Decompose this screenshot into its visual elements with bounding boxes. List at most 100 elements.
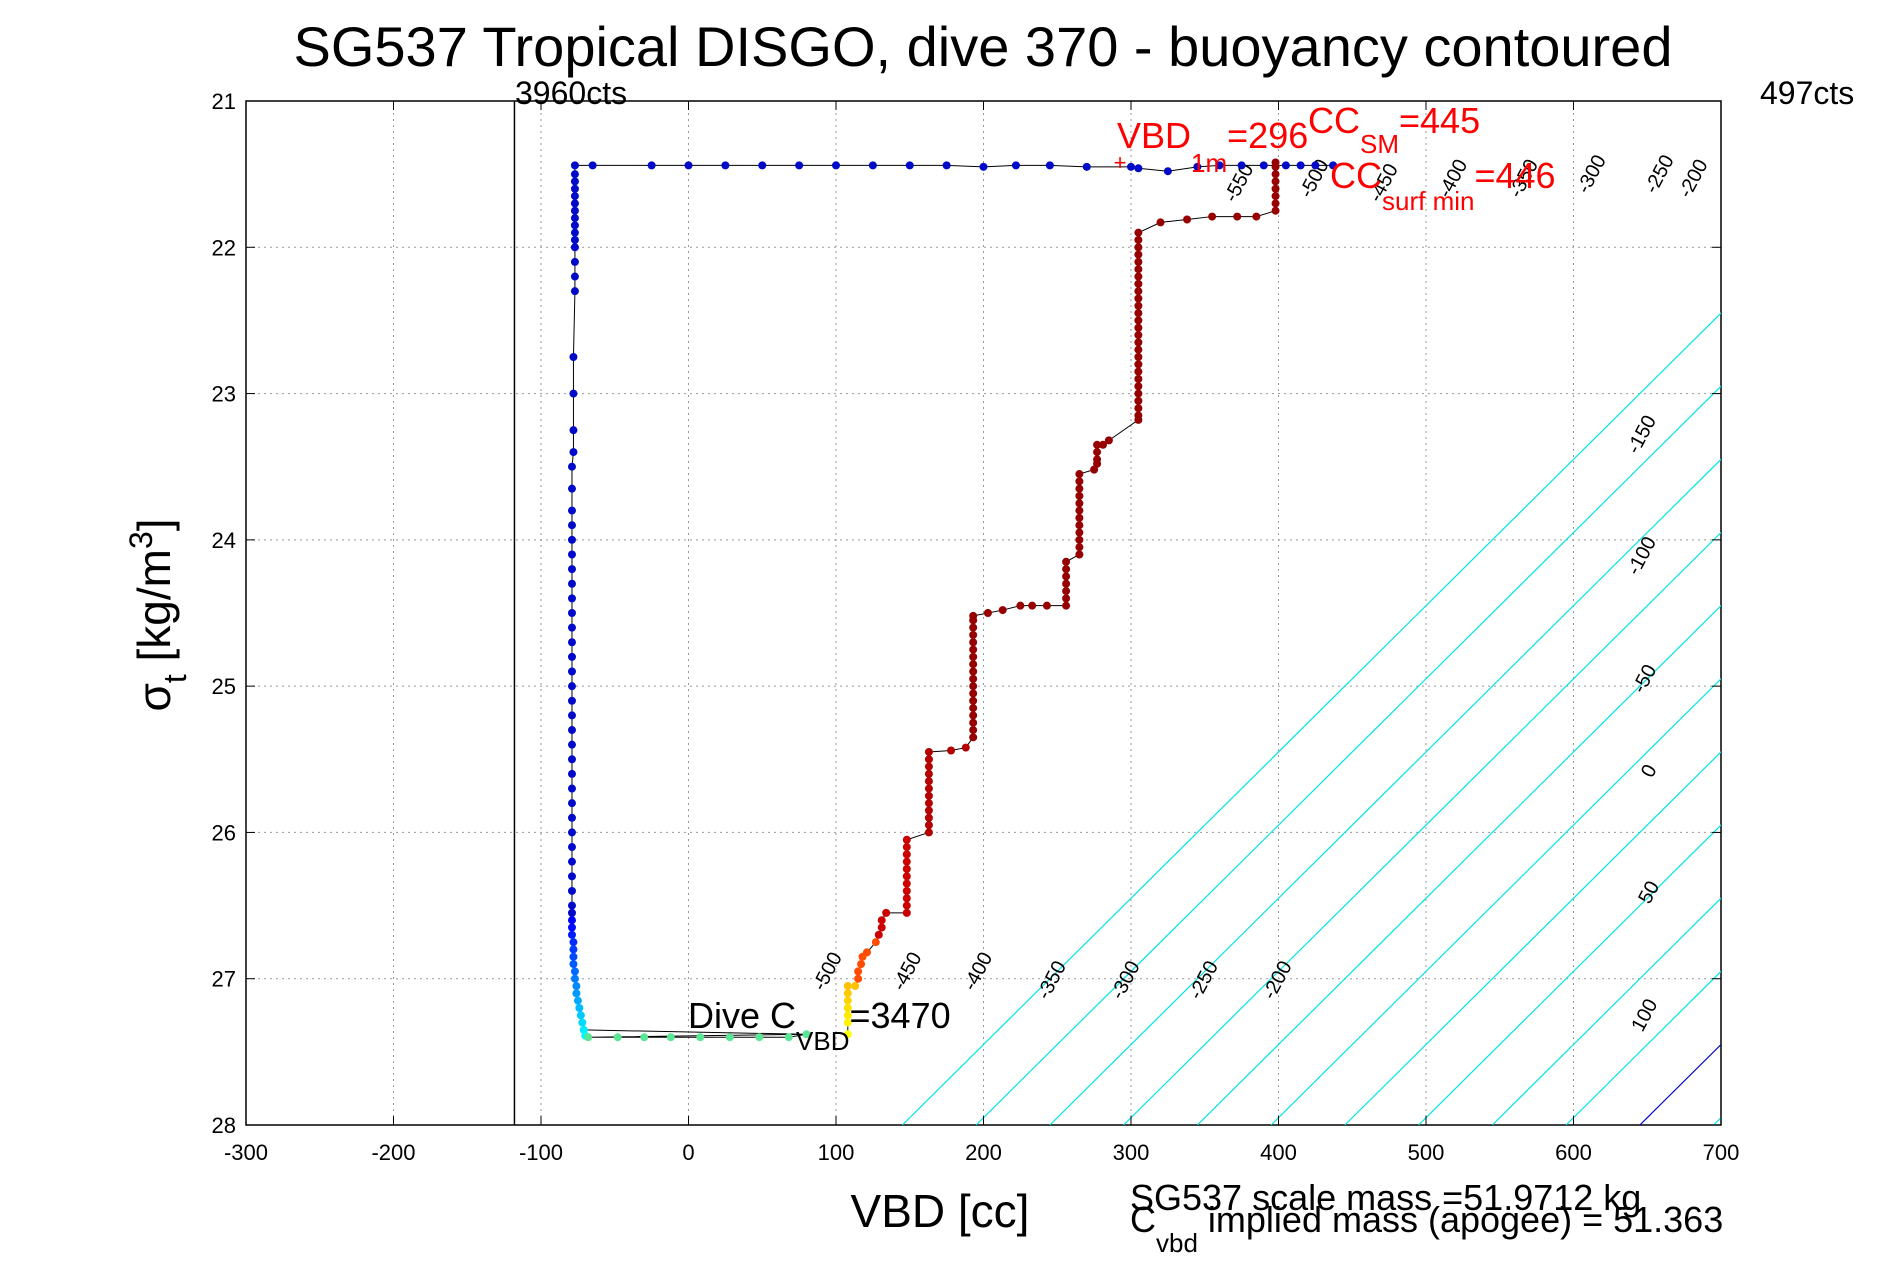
data-point (969, 733, 978, 742)
data-point (567, 828, 576, 837)
data-point (1134, 228, 1143, 237)
data-point (832, 161, 840, 170)
data-point (1134, 257, 1143, 266)
data-point (569, 960, 578, 969)
data-point (1134, 389, 1143, 398)
data-point (1259, 161, 1268, 170)
data-point (567, 901, 576, 910)
data-point (572, 982, 581, 991)
data-point (1134, 396, 1143, 405)
data-point (1233, 212, 1242, 221)
contour-line (1344, 751, 1721, 1125)
data-point (877, 916, 886, 925)
data-point (843, 982, 852, 991)
data-point (1104, 436, 1113, 445)
data-point (902, 865, 911, 873)
data-point (567, 682, 576, 691)
data-point (882, 908, 891, 917)
data-point (576, 1011, 585, 1020)
data-point (924, 821, 933, 830)
data-point (567, 550, 576, 559)
data-point (1062, 572, 1071, 581)
data-point (902, 908, 911, 917)
data-point (1093, 440, 1102, 449)
data-point (998, 606, 1007, 615)
data-point (969, 652, 978, 661)
data-point (573, 996, 582, 1005)
data-point (567, 799, 576, 808)
data-point (1134, 331, 1143, 340)
data-point (902, 872, 911, 881)
data-point (1193, 162, 1202, 171)
data-point (1134, 338, 1143, 347)
data-point (1134, 382, 1143, 391)
data-point (1062, 557, 1071, 566)
data-point (1134, 411, 1143, 420)
y-tick-label: 25 (212, 674, 236, 699)
data-point (567, 462, 576, 471)
y-tick-label: 28 (212, 1113, 236, 1138)
y-axis-ticks: 21 22 23 24 25 26 27 28 (212, 89, 1721, 1138)
data-point (570, 228, 579, 237)
data-point (1028, 601, 1037, 610)
data-point (1075, 535, 1084, 544)
data-point (569, 353, 578, 361)
data-point (854, 967, 863, 976)
data-point (1062, 601, 1071, 610)
data-point (569, 448, 578, 457)
data-point (569, 952, 578, 961)
contour-line (1196, 604, 1721, 1125)
data-point (567, 638, 576, 647)
data-point (567, 696, 576, 705)
descent-series (567, 161, 1338, 1042)
data-point (567, 769, 576, 778)
data-point (1134, 265, 1143, 274)
data-point (567, 623, 576, 632)
y-axis-label: σt [kg/m3] (123, 518, 193, 711)
ascent-series (843, 158, 1280, 1039)
data-point (924, 747, 933, 756)
data-point (567, 740, 576, 749)
data-point (1045, 161, 1054, 170)
data-point (1281, 161, 1290, 170)
contour-line (1123, 531, 1721, 1125)
data-point (1208, 212, 1217, 221)
data-point (575, 1003, 584, 1012)
data-point (1163, 167, 1172, 176)
data-point (570, 272, 579, 281)
contour-line (1049, 458, 1721, 1125)
data-point (1156, 218, 1165, 227)
data-point (969, 638, 978, 647)
data-point (924, 799, 933, 808)
data-point (725, 1033, 734, 1042)
data-point (567, 886, 576, 895)
data-point (1271, 199, 1280, 208)
data-point (924, 784, 933, 793)
data-point (969, 660, 978, 669)
data-point (1075, 528, 1084, 537)
data-point (567, 843, 576, 852)
data-point (696, 1033, 705, 1042)
data-point (570, 967, 579, 976)
data-point (570, 177, 579, 186)
data-point (1134, 235, 1143, 244)
y-tick-label: 24 (212, 528, 236, 553)
data-point (570, 243, 579, 252)
data-point (947, 746, 956, 755)
data-point (924, 791, 933, 800)
data-point (871, 938, 880, 947)
data-point (1134, 294, 1143, 303)
data-point (721, 161, 730, 170)
data-point (1311, 161, 1320, 170)
data-point (1271, 177, 1280, 186)
data-point (843, 996, 852, 1005)
data-point (924, 806, 933, 815)
data-point (1271, 170, 1280, 179)
data-point (843, 1030, 852, 1039)
data-point (1237, 161, 1246, 170)
data-point (1075, 550, 1084, 559)
data-point (1134, 316, 1143, 325)
data-point (902, 843, 911, 852)
data-point (969, 682, 978, 691)
